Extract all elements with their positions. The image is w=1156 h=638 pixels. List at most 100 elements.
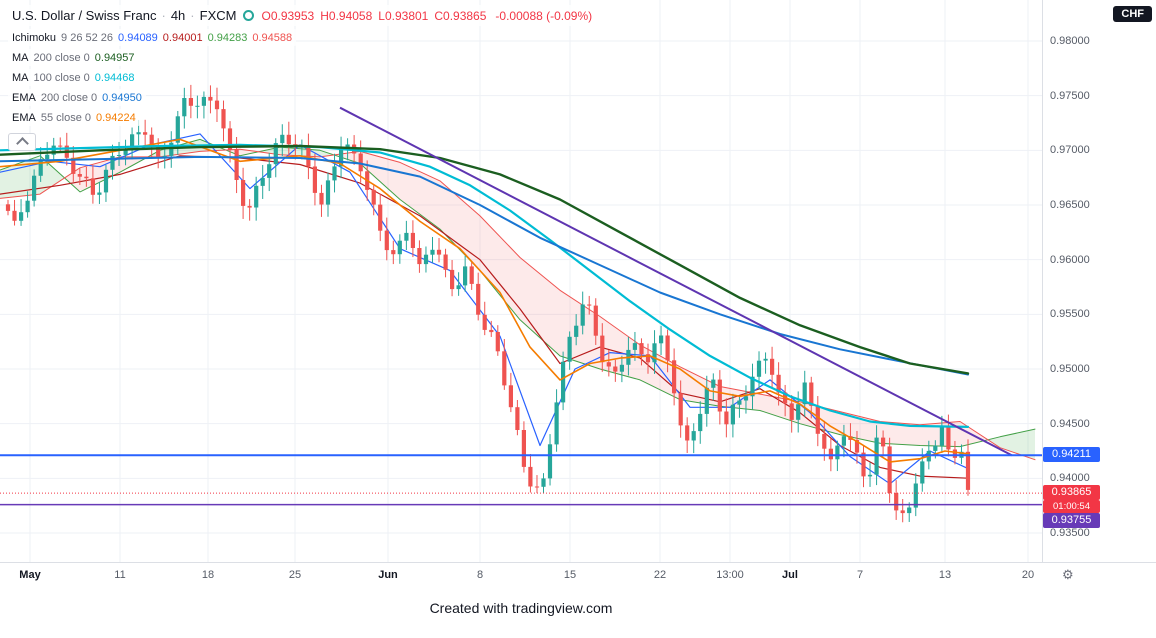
cloud-fill-segment	[1014, 432, 1020, 455]
candle-body	[698, 413, 703, 432]
moving-averages	[0, 138, 970, 463]
candle-body	[25, 200, 30, 213]
candle-body	[580, 304, 585, 326]
time-axis-label: 11	[114, 569, 126, 581]
cloud-fill-segment	[576, 300, 582, 364]
candle-body	[332, 166, 337, 181]
cloud-fill-segment	[894, 422, 900, 445]
ema-55-line	[0, 138, 969, 463]
indicator-params: 200 close 0	[40, 91, 98, 104]
candle-body	[587, 304, 592, 306]
cloud-fill-segment	[552, 283, 558, 355]
indicator-params: 200 close 0	[33, 51, 90, 64]
candle-body	[12, 210, 17, 221]
candle-body	[391, 250, 396, 255]
candle-body	[861, 452, 866, 477]
time-axis-label: 15	[563, 569, 577, 581]
indicator-params: 9 26 52 26	[61, 31, 114, 44]
candle-body	[632, 343, 637, 350]
candle-body	[5, 204, 11, 211]
candle-body	[123, 148, 128, 155]
candle-body	[737, 400, 742, 405]
ohlc-value: 0.93953	[270, 8, 315, 23]
cloud-fill-segment	[426, 174, 432, 224]
price-tick-label: 0.95500	[1050, 308, 1090, 321]
candle-body	[724, 411, 729, 425]
cloud-fill-segment	[348, 152, 354, 162]
cloud-fill-segment	[726, 387, 732, 408]
currency-badge[interactable]: CHF	[1113, 6, 1152, 22]
candle-body	[645, 354, 651, 363]
cloud-fill-segment	[546, 278, 552, 349]
chart-pane[interactable]: U.S. Dollar / Swiss Franc · 4h · FXCM O0…	[0, 0, 1042, 562]
candle-body	[234, 149, 239, 180]
chevron-up-icon	[15, 137, 29, 150]
candle-body	[574, 325, 579, 337]
legend-separator: ·	[161, 8, 166, 23]
ichimoku-lines	[0, 133, 969, 485]
ohlc-letter: H	[320, 8, 329, 23]
candle-body	[854, 439, 860, 453]
candle-body	[417, 248, 422, 265]
candle-body	[436, 249, 442, 255]
cloud-fill-segment	[906, 423, 912, 446]
cloud-fill-segment	[696, 374, 702, 404]
cloud-fill-segment	[924, 423, 930, 446]
candle-body	[162, 155, 167, 157]
candle-body	[430, 249, 435, 255]
support-line-price-label[interactable]: 0.93755	[1043, 513, 1100, 528]
candle-body	[325, 180, 331, 205]
cloud-fill-segment	[762, 394, 768, 414]
cloud-fill-segment	[432, 177, 438, 228]
candles	[5, 84, 971, 523]
candle-body	[489, 329, 494, 333]
candle-body	[116, 155, 122, 156]
indicator-value: 0.94224	[96, 111, 136, 124]
cloud-fill-segment	[390, 159, 396, 196]
candle-body	[678, 393, 683, 426]
cloud-fill-segment	[438, 180, 444, 234]
gear-icon[interactable]: ⚙	[1062, 567, 1074, 582]
collapse-legend-button[interactable]	[8, 133, 36, 151]
candle-body	[476, 283, 481, 315]
candle-body	[717, 379, 722, 412]
time-axis[interactable]: ⚙ May 11 18 25 Jun 8 15 22 13:00 Jul 7 13 20	[0, 562, 1156, 588]
candle-body	[600, 335, 605, 363]
candle-body	[482, 314, 487, 330]
indicator-row-ma-2[interactable]: MA 100 close 0 0.94468	[8, 69, 139, 86]
cloud-fill-segment	[510, 247, 516, 315]
indicator-row-ma-1[interactable]: MA 200 close 0 0.94957	[8, 49, 139, 66]
trendline	[339, 106, 1013, 457]
symbol-legend-row[interactable]: U.S. Dollar / Swiss Franc · 4h · FXCM O0…	[8, 5, 597, 26]
candle-body	[188, 98, 193, 106]
candle-body	[201, 96, 206, 106]
indicator-row-ema-3[interactable]: EMA 200 close 0 0.94950	[8, 89, 146, 106]
indicator-row-ema-4[interactable]: EMA 55 close 0 0.94224	[8, 109, 140, 126]
cloud-fill-segment	[282, 147, 288, 156]
indicator-value: 0.94001	[162, 31, 203, 44]
cloud-fill-segment	[900, 423, 906, 445]
candle-body	[195, 105, 200, 107]
candle-body	[214, 100, 220, 110]
cloud-fill-segment	[684, 368, 690, 402]
indicator-value: 0.94283	[207, 31, 248, 44]
cloud-fill-segment	[480, 215, 486, 278]
candle-body	[463, 266, 468, 286]
ohlc-h: H0.94058	[320, 9, 372, 23]
cloud-fill-segment	[396, 161, 402, 201]
price-axis[interactable]: CHF 0.98000 0.97500 0.97000 0.96500 0.96000 0…	[1042, 0, 1156, 562]
candle-body	[887, 446, 892, 493]
candle-body	[776, 374, 781, 393]
indicator-value: 0.94468	[94, 71, 135, 84]
time-axis-label: 13	[938, 569, 952, 581]
cloud-fill-segment	[870, 419, 876, 443]
chart-canvas[interactable]	[0, 0, 1042, 562]
candle-body	[639, 343, 644, 355]
cloud-fill-segment	[840, 411, 846, 436]
indicator-row-ichimoku-0[interactable]: Ichimoku 9 26 52 26 0.94089 0.94001 0.94283 0…	[8, 29, 297, 46]
candle-body	[38, 159, 43, 176]
time-axis-label: Jun	[378, 569, 398, 581]
candle-body	[241, 180, 246, 206]
alert-line-price-label[interactable]: 0.94211	[1043, 447, 1100, 462]
